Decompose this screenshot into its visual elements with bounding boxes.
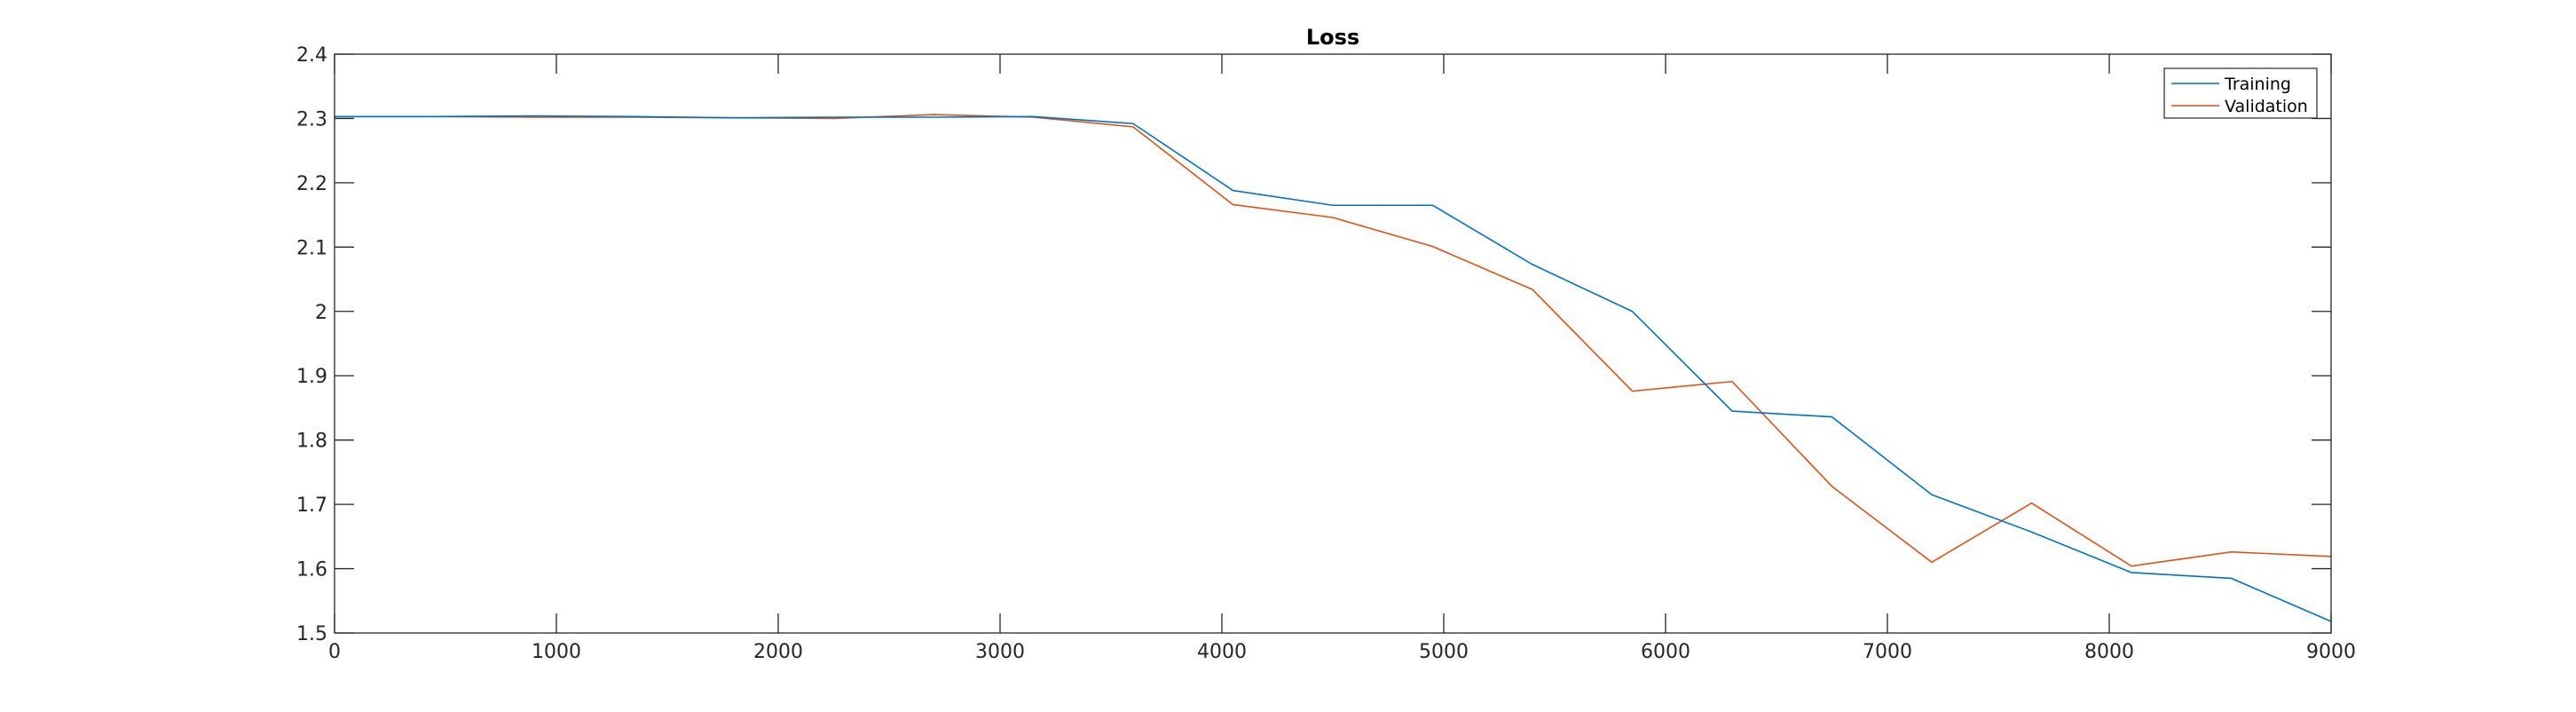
y-tick-label: 1.5 (296, 623, 327, 645)
plot-frame (334, 53, 2332, 634)
y-tick-label: 2.3 (296, 108, 327, 131)
y-tick-label: 2.2 (296, 173, 327, 195)
y-tick-label: 2 (315, 302, 327, 324)
y-tick-label: 2.4 (296, 44, 327, 67)
x-tick-label: 1000 (532, 641, 581, 663)
legend: Training Validation (2163, 67, 2318, 119)
y-tick-label: 1.6 (296, 559, 327, 581)
x-tick-label: 8000 (2084, 641, 2134, 663)
x-tick-label: 9000 (2306, 641, 2356, 663)
y-tick-label: 2.1 (296, 237, 327, 259)
x-tick-label: 6000 (1641, 641, 1690, 663)
x-tick-label: 5000 (1419, 641, 1469, 663)
y-tick-label: 1.8 (296, 431, 327, 453)
x-tick-label: 2000 (753, 641, 803, 663)
plot-area (335, 54, 2331, 633)
chart-title: Loss (1306, 25, 1359, 50)
x-tick-label: 0 (328, 641, 341, 663)
y-tick-label: 1.9 (296, 366, 327, 388)
legend-label-validation: Validation (2225, 97, 2308, 116)
series-lines (335, 114, 2332, 622)
x-tick-label: 4000 (1197, 641, 1247, 663)
x-tick-label: 7000 (1863, 641, 1912, 663)
legend-box (2163, 67, 2318, 119)
axis-tick-labels: 0 1000 2000 3000 4000 5000 6000 7000 8000 9000 1.5… (296, 44, 2356, 663)
series-line-training (335, 115, 2332, 622)
y-tick-label: 1.7 (296, 494, 327, 517)
legend-label-training: Training (2224, 75, 2291, 94)
x-tick-label: 3000 (975, 641, 1025, 663)
